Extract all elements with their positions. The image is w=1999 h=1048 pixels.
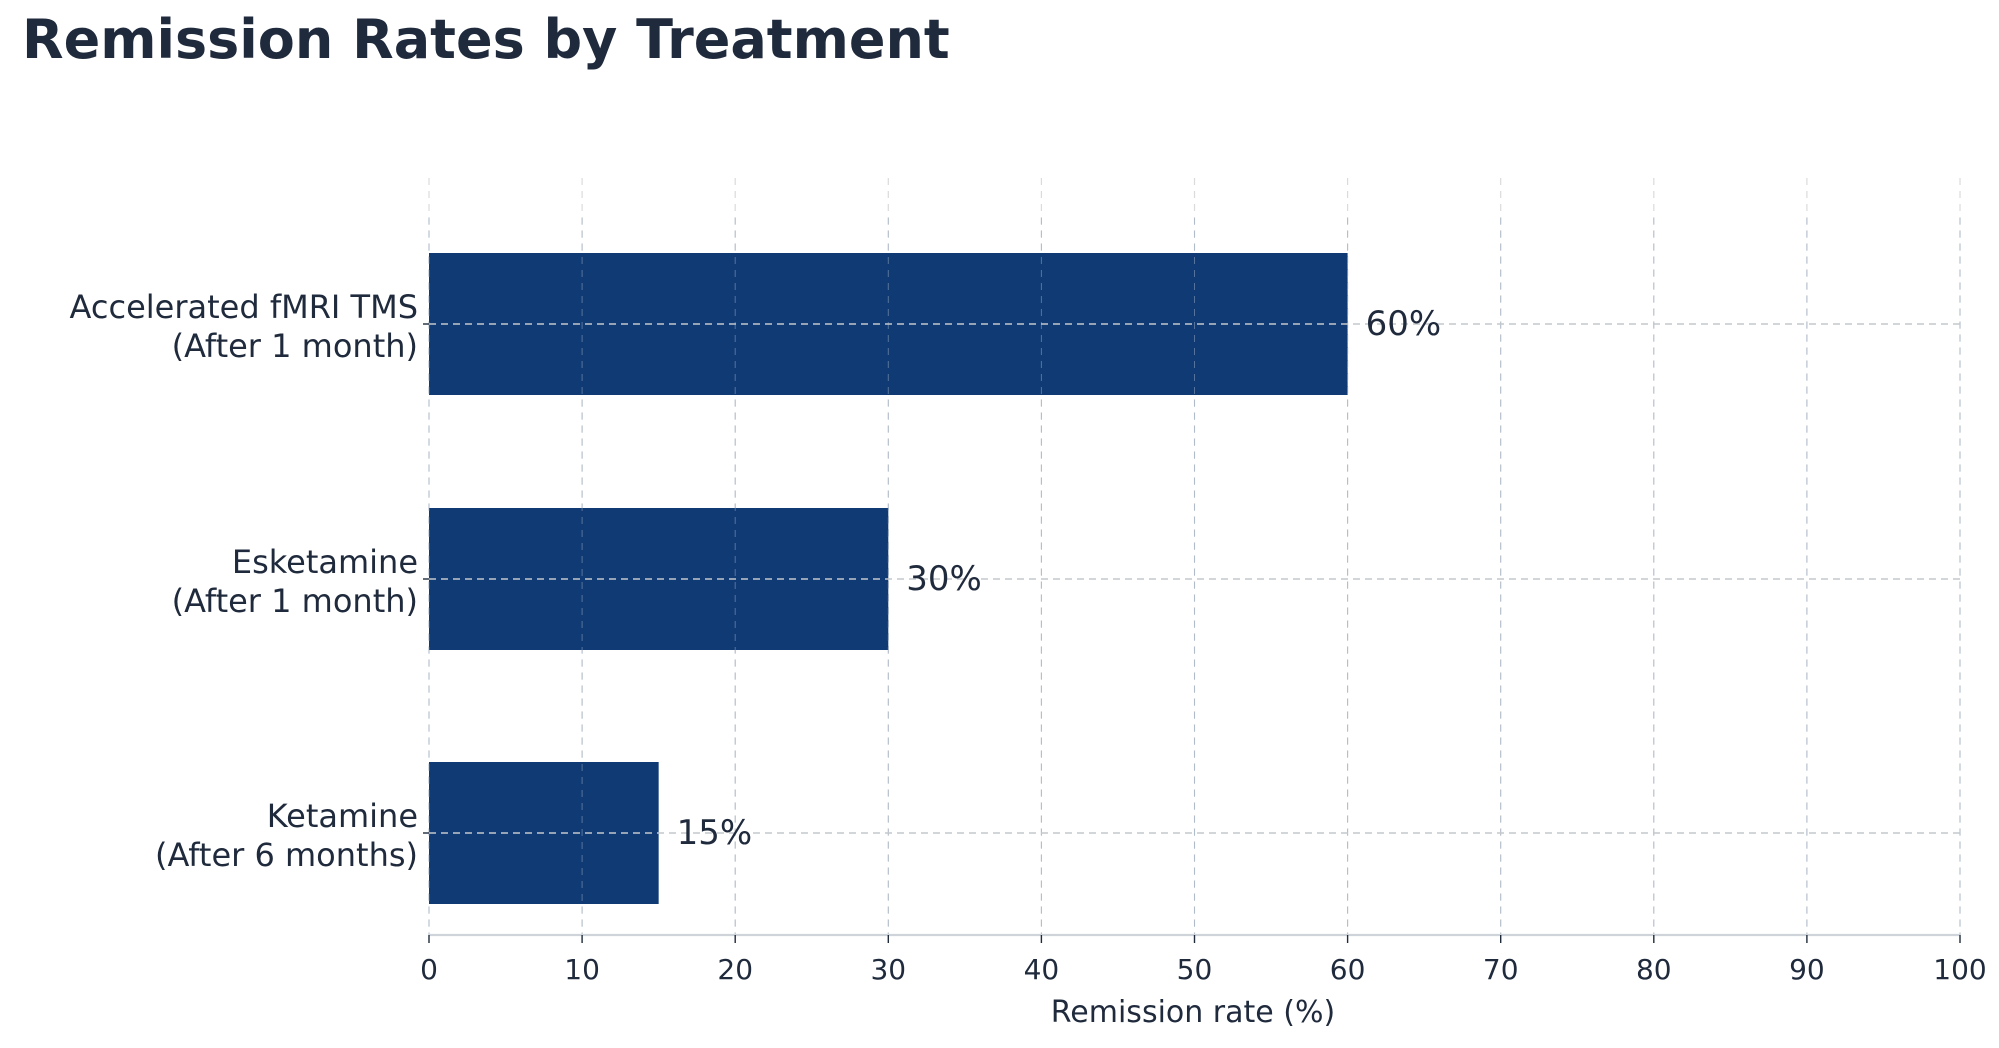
x-tick-label: 0 — [420, 953, 438, 986]
value-label: 15% — [677, 813, 753, 853]
x-tick-label: 20 — [717, 953, 753, 986]
category-label-line: (After 6 months) — [155, 836, 418, 874]
x-tick-label: 10 — [564, 953, 600, 986]
labels-layer: Accelerated fMRI TMS (After 1 month)Esket… — [70, 288, 1442, 874]
x-axis-label: Remission rate (%) — [1051, 995, 1335, 1030]
category-label-line: (After 1 month) — [172, 582, 418, 620]
category-label: Ketamine (After 6 months) — [155, 797, 418, 874]
category-label: Esketamine (After 1 month) — [172, 543, 418, 620]
chart-title: Remission Rates by Treatment — [22, 8, 950, 71]
x-tick-label: 90 — [1789, 953, 1825, 986]
x-tick-label: 50 — [1177, 953, 1213, 986]
x-tick-label: 30 — [870, 953, 906, 986]
category-gridlines — [428, 218, 1961, 935]
category-label-line: Ketamine — [267, 797, 418, 835]
x-tick-label: 80 — [1636, 953, 1672, 986]
value-label: 60% — [1366, 304, 1442, 344]
category-label-line: Accelerated fMRI TMS — [70, 288, 418, 326]
x-tick-label: 40 — [1024, 953, 1060, 986]
x-axis: 0 10 20 30 40 50 60 70 80 90 100 — [420, 933, 1987, 986]
x-tick-label: 70 — [1483, 953, 1519, 986]
category-label-line: Esketamine — [232, 543, 418, 581]
x-tick-label: 60 — [1330, 953, 1366, 986]
category-label-line: (After 1 month) — [172, 327, 418, 365]
x-tick-label: 100 — [1933, 953, 1986, 986]
category-label: Accelerated fMRI TMS (After 1 month) — [70, 288, 418, 365]
value-label: 30% — [906, 559, 982, 599]
